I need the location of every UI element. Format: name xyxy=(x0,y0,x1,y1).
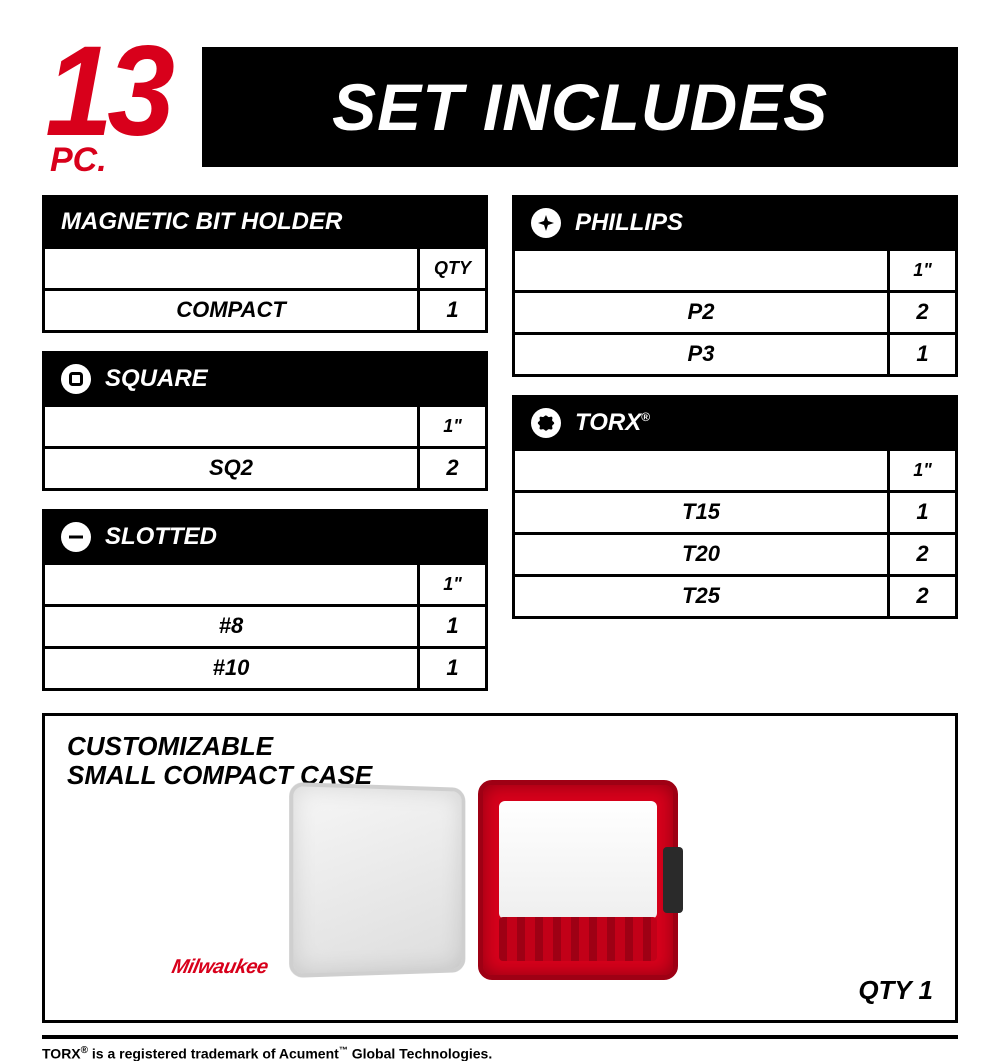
row-label: COMPACT xyxy=(44,289,419,331)
right-column: PHILLIPS 1" P2 2 P3 1 xyxy=(512,195,958,709)
case-image: Milwaukee xyxy=(290,775,710,985)
case-body-icon xyxy=(478,780,678,980)
table-header-label: SQUARE xyxy=(105,365,208,393)
case-latch-icon xyxy=(663,847,683,913)
registered-mark: ® xyxy=(641,410,650,424)
footnote-mid: is a registered trademark of Acument xyxy=(88,1045,339,1061)
subhead-size: 1" xyxy=(889,449,957,491)
piece-count-number: 13 xyxy=(45,40,169,145)
row-qty: 1 xyxy=(419,605,487,647)
row-qty: 1 xyxy=(419,289,487,331)
footnote-suffix: Global Technologies. xyxy=(348,1045,492,1061)
row-label: SQ2 xyxy=(44,447,419,489)
footnote: TORX® is a registered trademark of Acume… xyxy=(42,1035,958,1061)
title-bar: SET INCLUDES xyxy=(202,47,958,167)
case-title-line1: CUSTOMIZABLE xyxy=(67,731,273,761)
header: 13 PC. SET INCLUDES xyxy=(42,40,958,175)
table-row: P3 1 xyxy=(514,333,957,375)
case-box: CUSTOMIZABLE SMALL COMPACT CASE Milwauke… xyxy=(42,713,958,1023)
row-qty: 1 xyxy=(889,491,957,533)
row-label: T20 xyxy=(514,533,889,575)
square-icon xyxy=(61,364,91,394)
left-column: MAGNETIC BIT HOLDER QTY COMPACT 1 SQUARE xyxy=(42,195,488,709)
torx-icon xyxy=(531,408,561,438)
subhead-qty: QTY xyxy=(419,247,487,289)
table-row: #10 1 xyxy=(44,647,487,689)
tables-columns: MAGNETIC BIT HOLDER QTY COMPACT 1 SQUARE xyxy=(42,195,958,709)
case-qty: QTY 1 xyxy=(858,975,933,1006)
row-qty: 2 xyxy=(889,575,957,617)
subhead-size: 1" xyxy=(419,563,487,605)
row-qty: 2 xyxy=(889,291,957,333)
row-label: #10 xyxy=(44,647,419,689)
table-torx: TORX® 1" T15 1 T20 2 T25 2 xyxy=(512,395,958,619)
row-label: P2 xyxy=(514,291,889,333)
row-qty: 2 xyxy=(419,447,487,489)
registered-mark: ® xyxy=(81,1045,88,1056)
table-header-label: PHILLIPS xyxy=(575,209,683,237)
table-row: T15 1 xyxy=(514,491,957,533)
table-row: SQ2 2 xyxy=(44,447,487,489)
subhead-size: 1" xyxy=(419,405,487,447)
table-row: T20 2 xyxy=(514,533,957,575)
table-header-label: TORX xyxy=(575,409,641,436)
slotted-icon xyxy=(61,522,91,552)
table-square: SQUARE 1" SQ2 2 xyxy=(42,351,488,491)
table-row: P2 2 xyxy=(514,291,957,333)
phillips-icon xyxy=(531,208,561,238)
table-header-label: SLOTTED xyxy=(105,523,217,551)
table-row: COMPACT 1 xyxy=(44,289,487,331)
table-header-label: MAGNETIC BIT HOLDER xyxy=(61,208,342,236)
row-label: #8 xyxy=(44,605,419,647)
table-row: #8 1 xyxy=(44,605,487,647)
case-lid-icon xyxy=(289,782,465,978)
row-qty: 1 xyxy=(419,647,487,689)
footnote-prefix: TORX xyxy=(42,1045,81,1061)
row-label: P3 xyxy=(514,333,889,375)
table-slotted: SLOTTED 1" #8 1 #10 1 xyxy=(42,509,488,691)
row-label: T25 xyxy=(514,575,889,617)
piece-count-badge: 13 PC. xyxy=(42,40,172,175)
brand-logo: Milwaukee xyxy=(170,956,270,979)
row-label: T15 xyxy=(514,491,889,533)
trademark-mark: ™ xyxy=(339,1045,348,1055)
table-phillips: PHILLIPS 1" P2 2 P3 1 xyxy=(512,195,958,377)
row-qty: 1 xyxy=(889,333,957,375)
row-qty: 2 xyxy=(889,533,957,575)
subhead-size: 1" xyxy=(889,249,957,291)
table-row: T25 2 xyxy=(514,575,957,617)
table-magnetic: MAGNETIC BIT HOLDER QTY COMPACT 1 xyxy=(42,195,488,333)
